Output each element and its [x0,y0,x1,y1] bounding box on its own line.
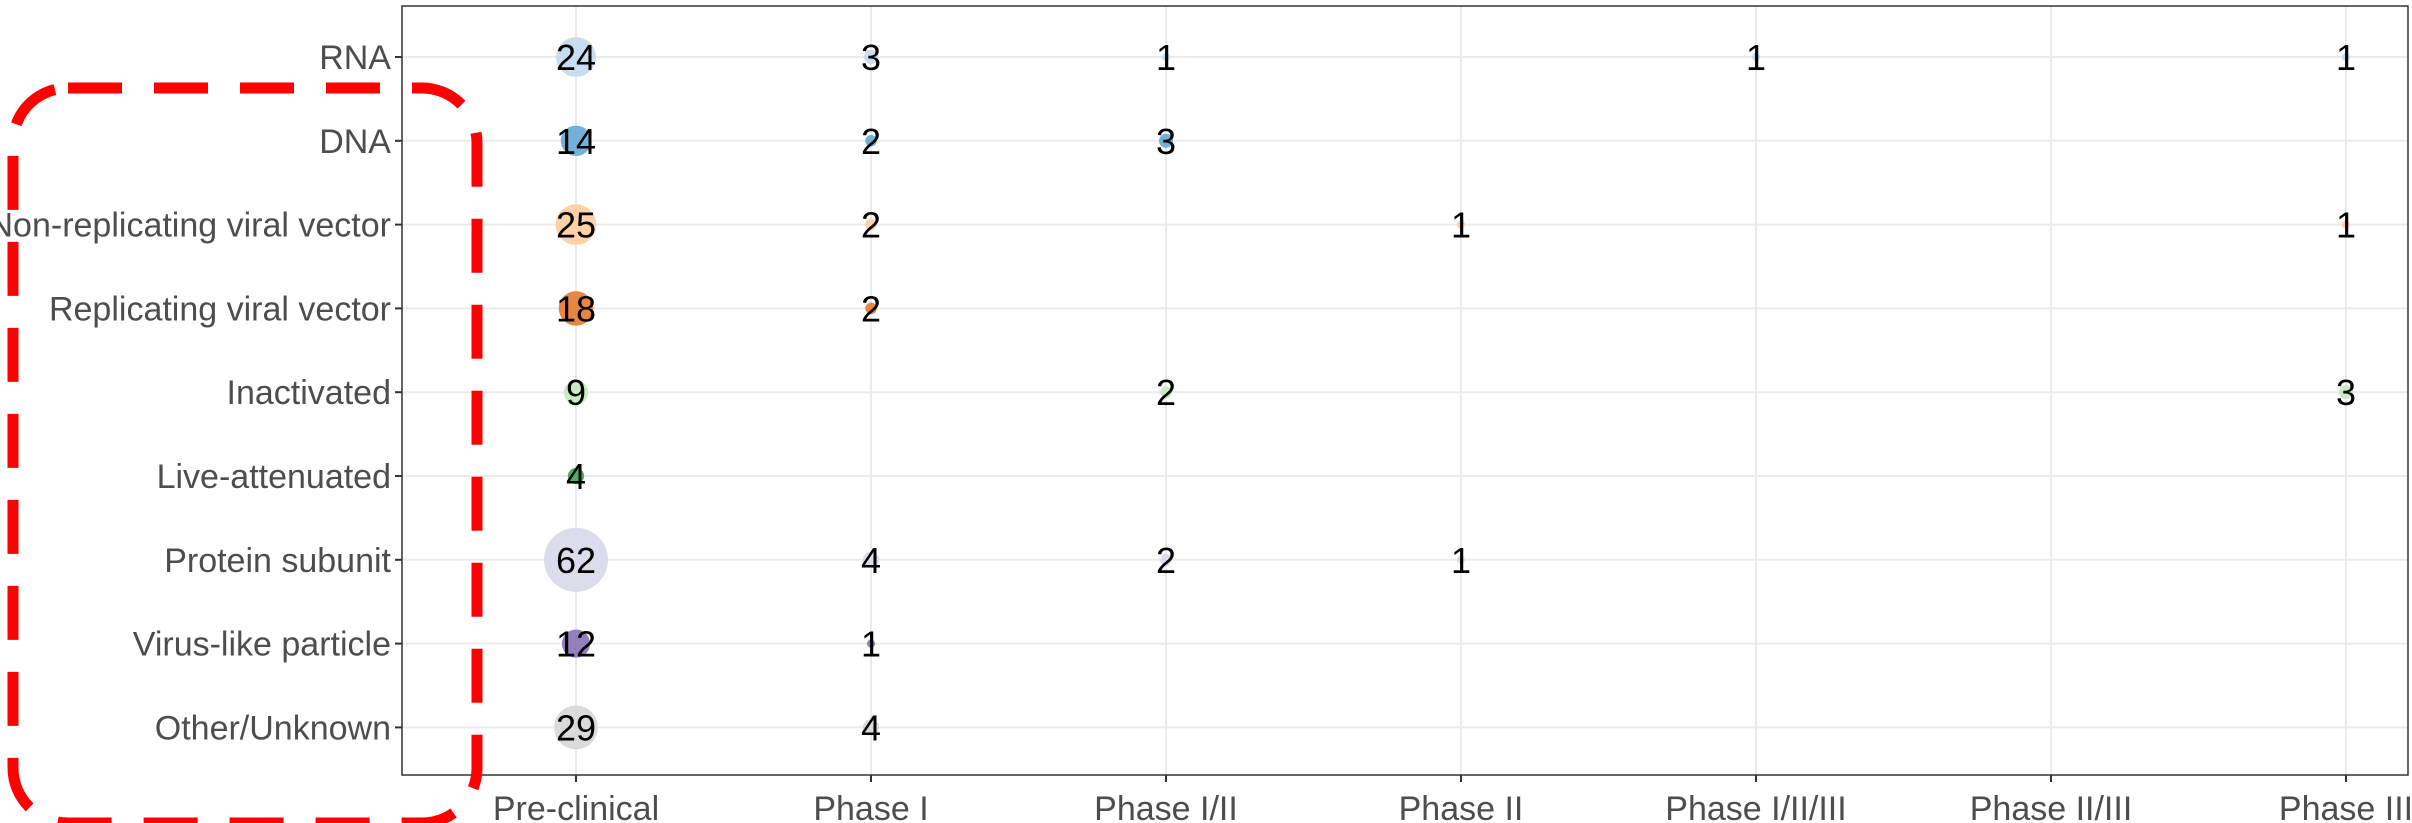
bubble [865,218,877,231]
y-tick-label: Protein subunit [164,542,391,580]
bubble [1160,386,1172,398]
bubble-count-label: 1 [2336,37,2356,78]
bubble [1161,52,1171,62]
bubble-count-label: 1 [861,624,881,665]
y-tick-label: Replicating viral vector [49,290,391,328]
bubble [1456,220,1466,229]
y-tick-label: DNA [319,123,391,161]
bubble [865,135,877,147]
x-tick-label: Pre-clinical [493,790,659,823]
bubble-count-label: 4 [861,707,881,748]
bubble-count-label: 9 [566,372,586,413]
bubble-count-label: 4 [566,456,586,497]
y-tick-label: Live-attenuated [157,458,391,496]
bubble [1751,52,1761,62]
bubble-count-label: 1 [2336,205,2356,246]
x-tick-label: Phase II/III [1970,790,2133,823]
x-tick-label: Phase I/II [1094,790,1238,823]
bubble [866,639,876,648]
bubble [863,49,879,65]
bubble [2338,385,2354,400]
x-tick-labels: Pre-clinical Phase I Phase I/II Phase II Pha… [493,775,2412,823]
y-tick-label: RNA [319,39,391,77]
bubble [558,291,594,326]
bubble [862,551,880,568]
bubble-count-label: 3 [2336,372,2356,413]
bubble [567,467,585,485]
bubble-count-label: 2 [861,288,881,329]
y-tick-label: Inactivated [227,374,391,412]
bubble-count-label: 1 [1451,205,1471,246]
bubble [1158,133,1174,148]
bubble [544,527,608,592]
bubble [865,302,877,315]
bubble-count-label: 14 [556,121,596,162]
y-tick-label: Non-replicating viral vector [0,207,391,245]
bubble-count-label: 12 [556,624,596,665]
bubble-count-label: 2 [1156,372,1176,413]
x-tick-label: Phase II [1399,790,1524,823]
plot-panel-border [401,5,2409,776]
bubble [563,380,589,405]
y-tick-label: Other/Unknown [155,709,391,747]
bubble [555,204,597,245]
bubble-count-label: 1 [1451,540,1471,581]
bubble [561,629,591,658]
bubble-count-label: 2 [861,121,881,162]
bubble [2341,52,2351,62]
bubble-count-label: 18 [556,288,596,329]
bubble-count-label: 25 [556,205,596,246]
bubble-count-label: 29 [556,707,596,748]
bubble-count-label: 2 [861,205,881,246]
bubble-count-label: 24 [556,37,596,78]
bubble-count-label: 1 [1156,37,1176,78]
bubble [560,125,592,157]
bubble-count-label: 4 [861,540,881,581]
bubble-count-label: 62 [556,540,596,581]
y-tick-label: Virus-like particle [133,626,391,664]
bubble [554,705,598,750]
bubble-count-label: 2 [1156,540,1176,581]
bubbles [544,37,2354,750]
bubble [1456,555,1466,564]
bubble [2341,220,2351,229]
bubble-count-label: 3 [1156,121,1176,162]
x-tick-label: Phase I [813,790,928,823]
axes [401,5,2409,776]
bubble-count-label: 3 [861,37,881,78]
bubble [556,37,596,77]
x-tick-label: Phase I/II/III [1665,790,1846,823]
bubble-count-label: 1 [1746,37,1766,78]
bubble [1160,554,1172,566]
highlight-dashed-box [7,82,483,823]
grid-lines [402,6,2408,775]
bubble [862,719,880,736]
x-tick-label: Phase III [2279,790,2412,823]
y-tick-labels: RNA DNA Non-replicating viral vector Replic… [0,39,402,747]
